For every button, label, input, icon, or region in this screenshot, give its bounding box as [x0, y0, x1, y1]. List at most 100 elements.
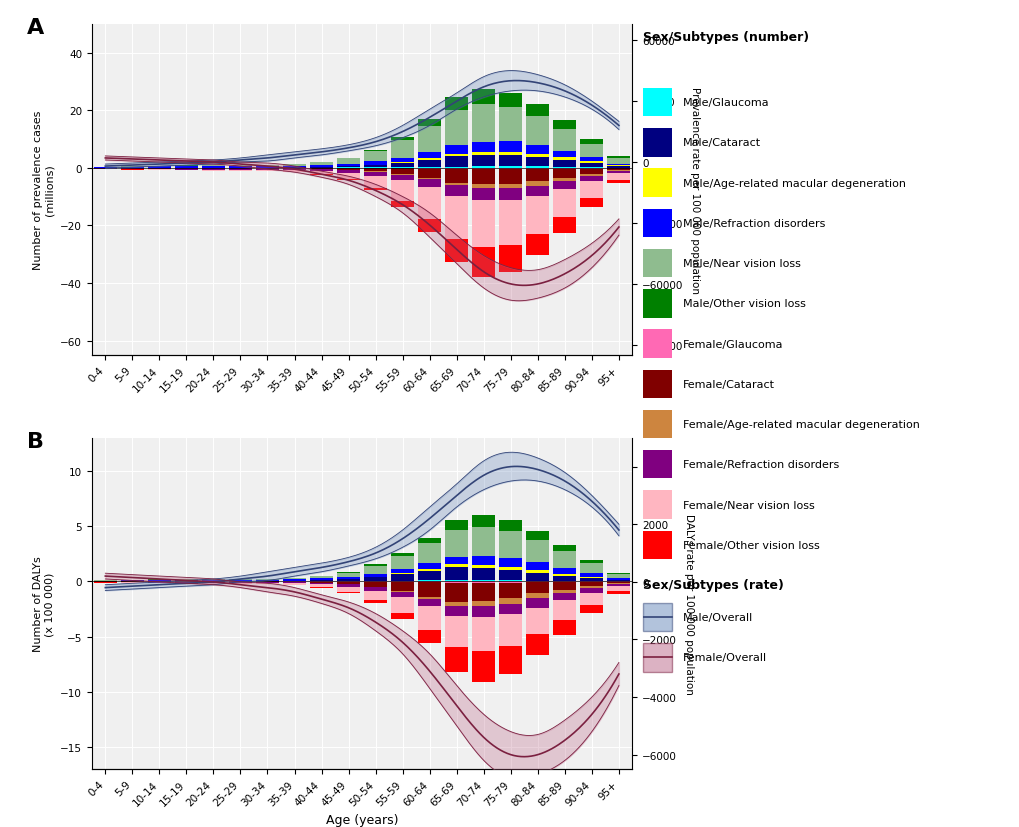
Bar	[418, 581, 441, 583]
Bar	[364, 582, 387, 587]
Bar	[472, 602, 495, 607]
Bar	[444, 98, 468, 112]
Bar	[472, 167, 495, 169]
Bar	[310, 163, 333, 166]
Bar	[336, 582, 360, 585]
Text: B: B	[26, 432, 44, 452]
FancyBboxPatch shape	[642, 330, 672, 358]
Bar	[580, 198, 603, 208]
Bar	[444, 648, 468, 672]
Bar	[472, 556, 495, 565]
FancyBboxPatch shape	[642, 410, 672, 438]
Bar	[418, 600, 441, 606]
Bar	[580, 140, 603, 145]
Bar	[310, 583, 333, 585]
Bar	[526, 532, 549, 541]
Bar	[418, 571, 441, 581]
Bar	[498, 189, 522, 201]
Text: Female/Near vision loss: Female/Near vision loss	[683, 500, 814, 510]
Bar	[364, 565, 387, 566]
Bar	[444, 530, 468, 557]
FancyBboxPatch shape	[642, 370, 672, 399]
Bar	[472, 248, 495, 278]
FancyBboxPatch shape	[642, 209, 672, 237]
Bar	[444, 583, 468, 603]
Bar	[472, 515, 495, 528]
Bar	[282, 170, 306, 173]
Bar	[364, 566, 387, 574]
Bar	[606, 590, 630, 594]
Bar	[364, 176, 387, 189]
Bar	[444, 156, 468, 167]
Bar	[526, 634, 549, 655]
Bar	[498, 169, 522, 170]
Bar	[418, 219, 441, 232]
Text: Female/Cataract: Female/Cataract	[683, 380, 774, 390]
Bar	[498, 108, 522, 142]
Bar	[580, 177, 603, 182]
Y-axis label: Number of DALYs
(x 100 000): Number of DALYs (x 100 000)	[33, 556, 54, 652]
Bar	[580, 586, 603, 589]
Bar	[472, 565, 495, 568]
Bar	[364, 588, 387, 591]
Bar	[606, 575, 630, 578]
Bar	[552, 568, 576, 574]
Bar	[364, 574, 387, 577]
Bar	[418, 160, 441, 168]
Bar	[418, 127, 441, 153]
Bar	[336, 580, 360, 581]
Bar	[282, 165, 306, 166]
Bar	[606, 586, 630, 590]
Bar	[472, 89, 495, 105]
FancyBboxPatch shape	[642, 490, 672, 519]
Bar	[364, 591, 387, 600]
Text: Male/Refraction disorders: Male/Refraction disorders	[683, 218, 824, 228]
Bar	[228, 582, 252, 583]
Bar	[336, 160, 360, 165]
Bar	[552, 576, 576, 581]
Bar	[606, 174, 630, 180]
Bar	[526, 583, 549, 594]
Bar	[390, 141, 414, 159]
Bar	[526, 541, 549, 562]
Bar	[390, 591, 414, 592]
Bar	[444, 167, 468, 169]
FancyBboxPatch shape	[642, 643, 672, 672]
Bar	[580, 182, 603, 198]
Bar	[526, 169, 549, 170]
Bar	[336, 174, 360, 179]
Bar	[390, 138, 414, 141]
Bar	[498, 520, 522, 532]
Bar	[580, 564, 603, 574]
Text: Female/Refraction disorders: Female/Refraction disorders	[683, 460, 839, 470]
Bar	[418, 170, 441, 179]
Bar	[390, 553, 414, 556]
Bar	[202, 167, 225, 169]
Bar	[444, 170, 468, 184]
Bar	[336, 167, 360, 168]
Bar	[552, 169, 576, 170]
Bar	[336, 170, 360, 174]
Bar	[498, 604, 522, 614]
Bar	[498, 184, 522, 189]
Bar	[310, 582, 333, 583]
Bar	[498, 170, 522, 184]
Bar	[444, 557, 468, 565]
Bar	[526, 571, 549, 574]
Bar	[444, 581, 468, 583]
FancyBboxPatch shape	[642, 129, 672, 157]
Text: Female/Age-related macular degeneration: Female/Age-related macular degeneration	[683, 419, 919, 429]
Bar	[390, 556, 414, 569]
Bar	[174, 169, 198, 170]
Text: Male/Near vision loss: Male/Near vision loss	[683, 259, 800, 269]
Text: Male/Age-related macular degeneration: Male/Age-related macular degeneration	[683, 179, 905, 189]
Bar	[390, 175, 414, 181]
Bar	[472, 170, 495, 185]
Bar	[444, 616, 468, 648]
Bar	[552, 130, 576, 151]
Bar	[148, 169, 171, 170]
Bar	[526, 599, 549, 608]
Bar	[472, 652, 495, 682]
Bar	[228, 580, 252, 581]
Bar	[418, 569, 441, 571]
